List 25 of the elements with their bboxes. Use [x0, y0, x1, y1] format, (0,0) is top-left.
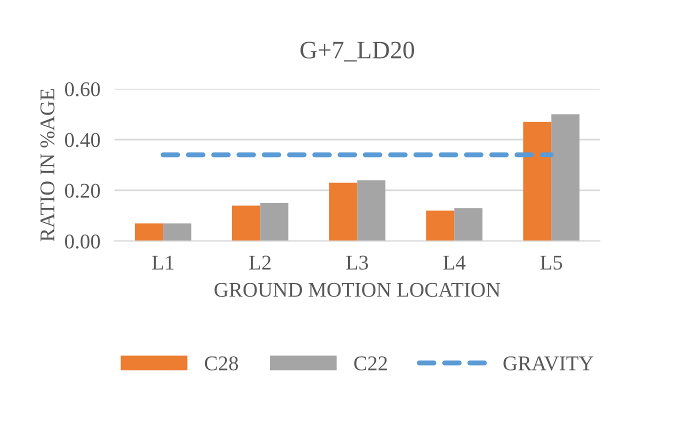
y-tick-label: 0.00: [65, 234, 100, 249]
chart-title: G+7_LD20: [300, 42, 414, 62]
legend-label: GRAVITY: [504, 356, 594, 371]
x-tick-label: L2: [249, 256, 271, 270]
bar: [134, 223, 164, 242]
bar: [426, 210, 454, 242]
bar: [357, 180, 386, 242]
legend-label: C22: [354, 356, 387, 370]
bar: [163, 223, 192, 242]
x-tick-label: L3: [346, 256, 368, 270]
y-axis-title: RATIO IN %AGE: [40, 89, 55, 242]
y-tick-label: 0.20: [65, 184, 100, 198]
legend-label: C28: [204, 356, 238, 370]
bar: [329, 182, 358, 242]
bar: [551, 114, 580, 242]
x-tick-label: L5: [540, 256, 562, 270]
bar: [523, 122, 552, 242]
y-tick-label: 0.40: [65, 132, 100, 148]
x-tick-label: L1: [152, 256, 174, 270]
bar: [260, 203, 288, 242]
bar: [454, 208, 482, 242]
y-tick-label: 0.60: [65, 82, 100, 96]
bar: [232, 206, 260, 242]
x-tick-label: L4: [443, 256, 466, 270]
x-axis-title: GROUND MOTION LOCATION: [214, 282, 500, 297]
